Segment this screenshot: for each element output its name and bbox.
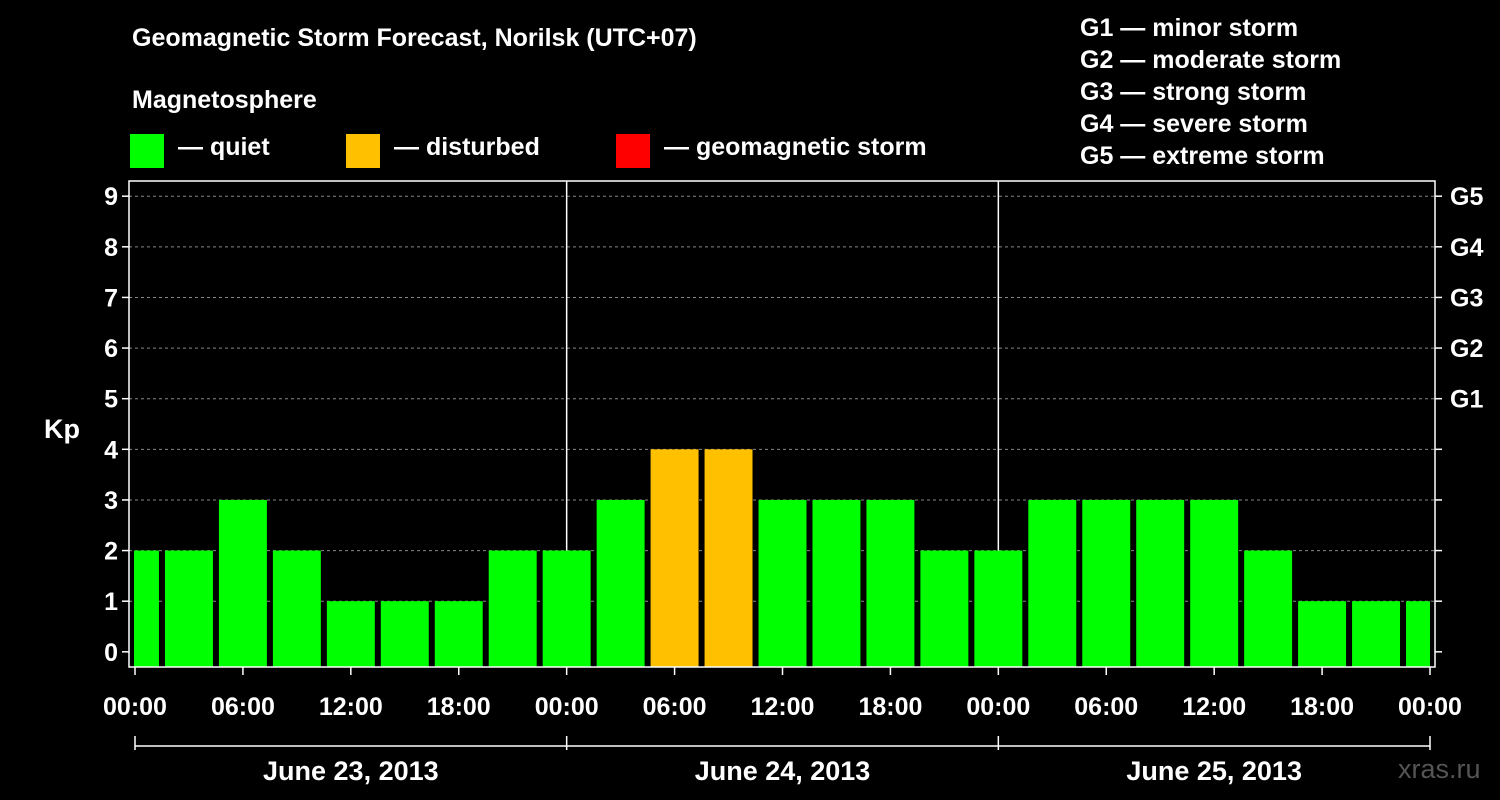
y-tick-label-5: 5 <box>104 386 118 414</box>
y-tick-label-7: 7 <box>104 284 118 312</box>
legend-swatch-disturbed <box>346 134 380 168</box>
bar-17 <box>1028 499 1077 667</box>
x-tick-label-2: 12:00 <box>319 693 383 721</box>
bar-12 <box>758 499 807 667</box>
bars <box>134 449 1430 667</box>
bar-0 <box>134 550 159 667</box>
x-tick-label-11: 18:00 <box>1290 693 1354 721</box>
bar-18 <box>1082 499 1131 667</box>
y-tick-label-6: 6 <box>104 335 118 363</box>
bar-4 <box>326 601 375 667</box>
bar-2 <box>218 499 267 667</box>
x-tick-label-3: 18:00 <box>427 693 491 721</box>
x-tick-label-1: 06:00 <box>211 693 275 721</box>
y-tick-label-8: 8 <box>104 234 118 262</box>
bar-5 <box>380 601 429 667</box>
legend-swatch-storm <box>616 134 650 168</box>
bar-13 <box>812 499 861 667</box>
legend-label-disturbed: — disturbed <box>394 133 540 161</box>
right-tick-label-g4: G4 <box>1450 234 1483 262</box>
bar-19 <box>1136 499 1185 667</box>
bar-10 <box>650 449 699 667</box>
y-tick-label-0: 0 <box>104 639 118 667</box>
scale-g1: G1 — minor storm <box>1080 14 1299 42</box>
right-tick-label-g1: G1 <box>1450 386 1483 414</box>
scale-g2: G2 — moderate storm <box>1080 46 1342 74</box>
date-label-2: June 25, 2013 <box>1126 756 1302 786</box>
date-label-0: June 23, 2013 <box>263 756 439 786</box>
right-tick-label-g2: G2 <box>1450 335 1483 363</box>
bar-23 <box>1352 601 1401 667</box>
x-tick-label-9: 06:00 <box>1074 693 1138 721</box>
axes: 0 1 2 3 4 5 6 7 8 9 G1 G2 G3 G4 G5 00:00 06:00 12:00 18:00… <box>103 180 1483 786</box>
legend-swatch-quiet <box>130 134 164 168</box>
bar-3 <box>272 550 321 667</box>
legend-label-quiet: — quiet <box>178 133 270 161</box>
x-tick-label-4: 00:00 <box>535 693 599 721</box>
y-tick-label-4: 4 <box>104 436 118 464</box>
bar-1 <box>164 550 213 667</box>
bar-9 <box>596 499 645 667</box>
x-tick-label-12: 00:00 <box>1398 693 1462 721</box>
date-label-1: June 24, 2013 <box>695 756 871 786</box>
y-tick-label-2: 2 <box>104 538 118 566</box>
legend-heading: Magnetosphere <box>132 86 317 114</box>
bar-7 <box>488 550 537 667</box>
y-axis-label: Kp <box>44 414 80 444</box>
scale-g3: G3 — strong storm <box>1080 78 1307 106</box>
legend-label-storm: — geomagnetic storm <box>664 133 927 161</box>
y-tick-label-1: 1 <box>104 588 118 616</box>
x-tick-label-5: 06:00 <box>643 693 707 721</box>
y-tick-label-9: 9 <box>104 183 118 211</box>
bar-20 <box>1190 499 1239 667</box>
chart-title: Geomagnetic Storm Forecast, Norilsk (UTC… <box>132 24 697 52</box>
x-tick-label-8: 00:00 <box>966 693 1030 721</box>
bar-11 <box>704 449 753 667</box>
bar-15 <box>920 550 969 667</box>
y-tick-label-3: 3 <box>104 487 118 515</box>
x-tick-label-6: 12:00 <box>751 693 815 721</box>
scale-g5: G5 — extreme storm <box>1080 142 1325 170</box>
bar-22 <box>1298 601 1347 667</box>
bar-21 <box>1244 550 1293 667</box>
bar-14 <box>866 499 915 667</box>
watermark: xras.ru <box>1398 754 1481 784</box>
scale-g4: G4 — severe storm <box>1080 110 1308 138</box>
right-tick-label-g5: G5 <box>1450 183 1483 211</box>
x-tick-label-7: 18:00 <box>858 693 922 721</box>
bar-6 <box>434 601 483 667</box>
bar-24 <box>1406 601 1430 667</box>
right-tick-label-g3: G3 <box>1450 284 1483 312</box>
x-tick-label-10: 12:00 <box>1182 693 1246 721</box>
x-tick-label-0: 00:00 <box>103 693 167 721</box>
bar-16 <box>974 550 1023 667</box>
bar-8 <box>542 550 591 667</box>
